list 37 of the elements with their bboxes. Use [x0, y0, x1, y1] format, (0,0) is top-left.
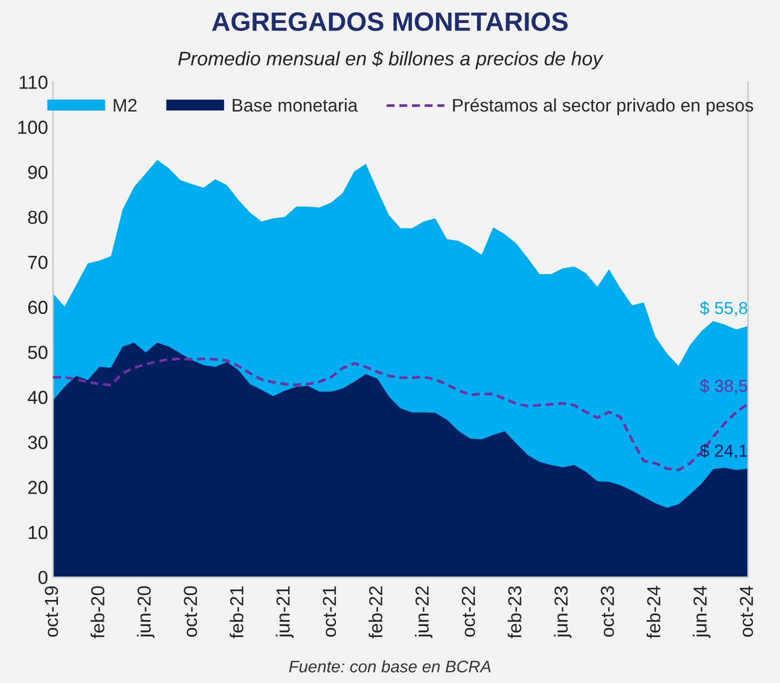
- x-tick-label: jun-21: [276, 586, 294, 638]
- legend-label: Base monetaria: [232, 98, 358, 112]
- x-tick-label: feb-20: [90, 586, 104, 638]
- x-tick-label: oct-19: [44, 586, 58, 637]
- x-tick-label: oct-20: [184, 586, 198, 637]
- y-tick-label: 90: [28, 166, 48, 179]
- y-tick-label: 30: [28, 436, 48, 450]
- y-tick-label: 70: [28, 256, 48, 269]
- y-tick-label: 110: [20, 76, 48, 89]
- legend-label: Préstamos al sector privado en pesos: [453, 98, 754, 116]
- y-tick-label: 80: [28, 210, 48, 224]
- y-tick-label: 60: [28, 300, 48, 314]
- source-note: Fuente: con base en BCRA: [289, 660, 491, 672]
- y-tick-label: 0: [38, 570, 48, 584]
- y-tick-label: 100: [18, 120, 48, 134]
- y-tick-label: 10: [28, 526, 48, 540]
- x-tick-label: feb-24: [646, 586, 660, 638]
- chart-subtitle: Promedio mensual en $ billones a precios de hoy: [178, 50, 604, 70]
- y-tick-label: 20: [28, 480, 48, 494]
- x-tick-label: jun-22: [414, 586, 432, 638]
- x-tick-label: feb-22: [368, 586, 382, 638]
- line-series: [53, 357, 748, 472]
- chart-title: AGREGADOS MONETARIOS: [212, 12, 568, 31]
- legend-label: M2: [114, 98, 137, 112]
- x-tick-label: oct-24: [740, 586, 754, 637]
- x-tick-label: feb-21: [230, 586, 244, 638]
- data-label: $ 24,1: [700, 444, 748, 459]
- y-tick-label: 50: [28, 346, 48, 360]
- x-tick-label: oct-21: [322, 586, 336, 637]
- x-tick-label: feb-23: [508, 586, 522, 638]
- x-tick-label: jun-24: [692, 586, 710, 638]
- x-tick-label: oct-23: [600, 586, 614, 637]
- y-tick-label: 40: [28, 390, 48, 404]
- x-tick-label: oct-22: [462, 586, 476, 637]
- x-tick-label: jun-23: [554, 586, 572, 638]
- x-tick-label: jun-20: [136, 586, 154, 638]
- data-label: $ 55,8: [700, 301, 748, 316]
